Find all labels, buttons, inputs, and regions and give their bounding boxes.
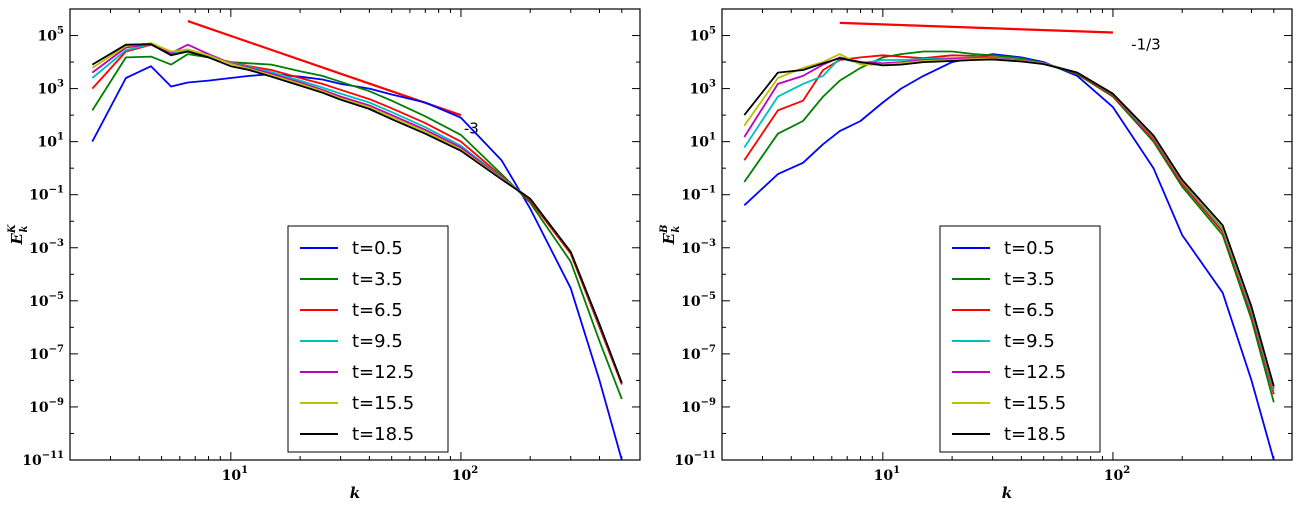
- legend-label: t=6.5: [352, 300, 403, 321]
- x-tick-label: 101: [222, 465, 248, 484]
- plot-frame: [69, 8, 641, 461]
- legend-label: t=9.5: [352, 331, 403, 352]
- legend-label: t=15.5: [352, 393, 414, 414]
- legend-label: t=15.5: [1004, 393, 1066, 414]
- x-tick-label: 102: [452, 465, 478, 484]
- y-axis-label: EKk: [7, 223, 30, 245]
- y-tick-label: 103: [690, 79, 716, 98]
- legend-label: t=0.5: [352, 238, 403, 259]
- y-tick-label: 101: [690, 132, 716, 151]
- legend: t=0.5 t=3.5 t=6.5 t=9.5 t=12.5 t=15.5 t=18.5: [939, 225, 1101, 453]
- y-tick-label: 10−7: [29, 344, 64, 363]
- series-line-t=3.5: [743, 50, 1275, 403]
- y-tick-label: 10−9: [681, 397, 716, 416]
- legend-label: t=18.5: [1004, 424, 1066, 445]
- y-tick-label: 10−5: [681, 291, 716, 310]
- y-tick-label: 10−11: [674, 450, 716, 469]
- legend-label: t=9.5: [1004, 331, 1055, 352]
- series-line-t=18.5: [743, 57, 1275, 387]
- series-group: [91, 42, 623, 460]
- y-tick-label: 105: [38, 26, 64, 45]
- legend-label: t=12.5: [352, 362, 414, 383]
- y-tick-label: 10−1: [681, 185, 716, 204]
- legend-label: t=0.5: [1004, 238, 1055, 259]
- y-tick-label: 10−5: [29, 291, 64, 310]
- x-tick-label: 102: [1104, 465, 1130, 484]
- x-axis-label: k: [350, 484, 360, 502]
- series-line-t=6.5: [743, 54, 1275, 395]
- legend-label: t=18.5: [352, 424, 414, 445]
- legend: t=0.5 t=3.5 t=6.5 t=9.5 t=12.5 t=15.5 t=18.5: [287, 225, 449, 453]
- plot-frame: [721, 8, 1293, 461]
- y-tick-label: 101: [38, 132, 64, 151]
- y-tick-label: 103: [38, 79, 64, 98]
- legend-label: t=12.5: [1004, 362, 1066, 383]
- reference-slope-label: -1/3: [1131, 35, 1161, 53]
- x-tick-label: 101: [874, 465, 900, 484]
- reference-slope-line: [839, 21, 1113, 34]
- legend-box: [939, 225, 1101, 453]
- y-tick-label: 10−3: [29, 238, 64, 257]
- chart-panel-2: -1/3 105 103 101 10−1 10−3 10−5 10−7 10−9 10−11 10…: [659, 8, 1293, 502]
- y-tick-label: 10−7: [681, 344, 716, 363]
- y-axis-label: EBk: [659, 225, 682, 246]
- legend-label: t=6.5: [1004, 300, 1055, 321]
- y-tick-label: 10−9: [29, 397, 64, 416]
- y-tick-label: 10−1: [29, 185, 64, 204]
- legend-label: t=3.5: [352, 269, 403, 290]
- y-tick-label: 105: [690, 26, 716, 45]
- y-tick-label: 10−3: [681, 238, 716, 257]
- y-tick-label: 10−11: [22, 450, 64, 469]
- x-axis-label: k: [1002, 484, 1012, 502]
- legend-box: [287, 225, 449, 453]
- series-group: [743, 50, 1275, 460]
- series-line-t=18.5: [91, 43, 623, 384]
- legend-label: t=3.5: [1004, 269, 1055, 290]
